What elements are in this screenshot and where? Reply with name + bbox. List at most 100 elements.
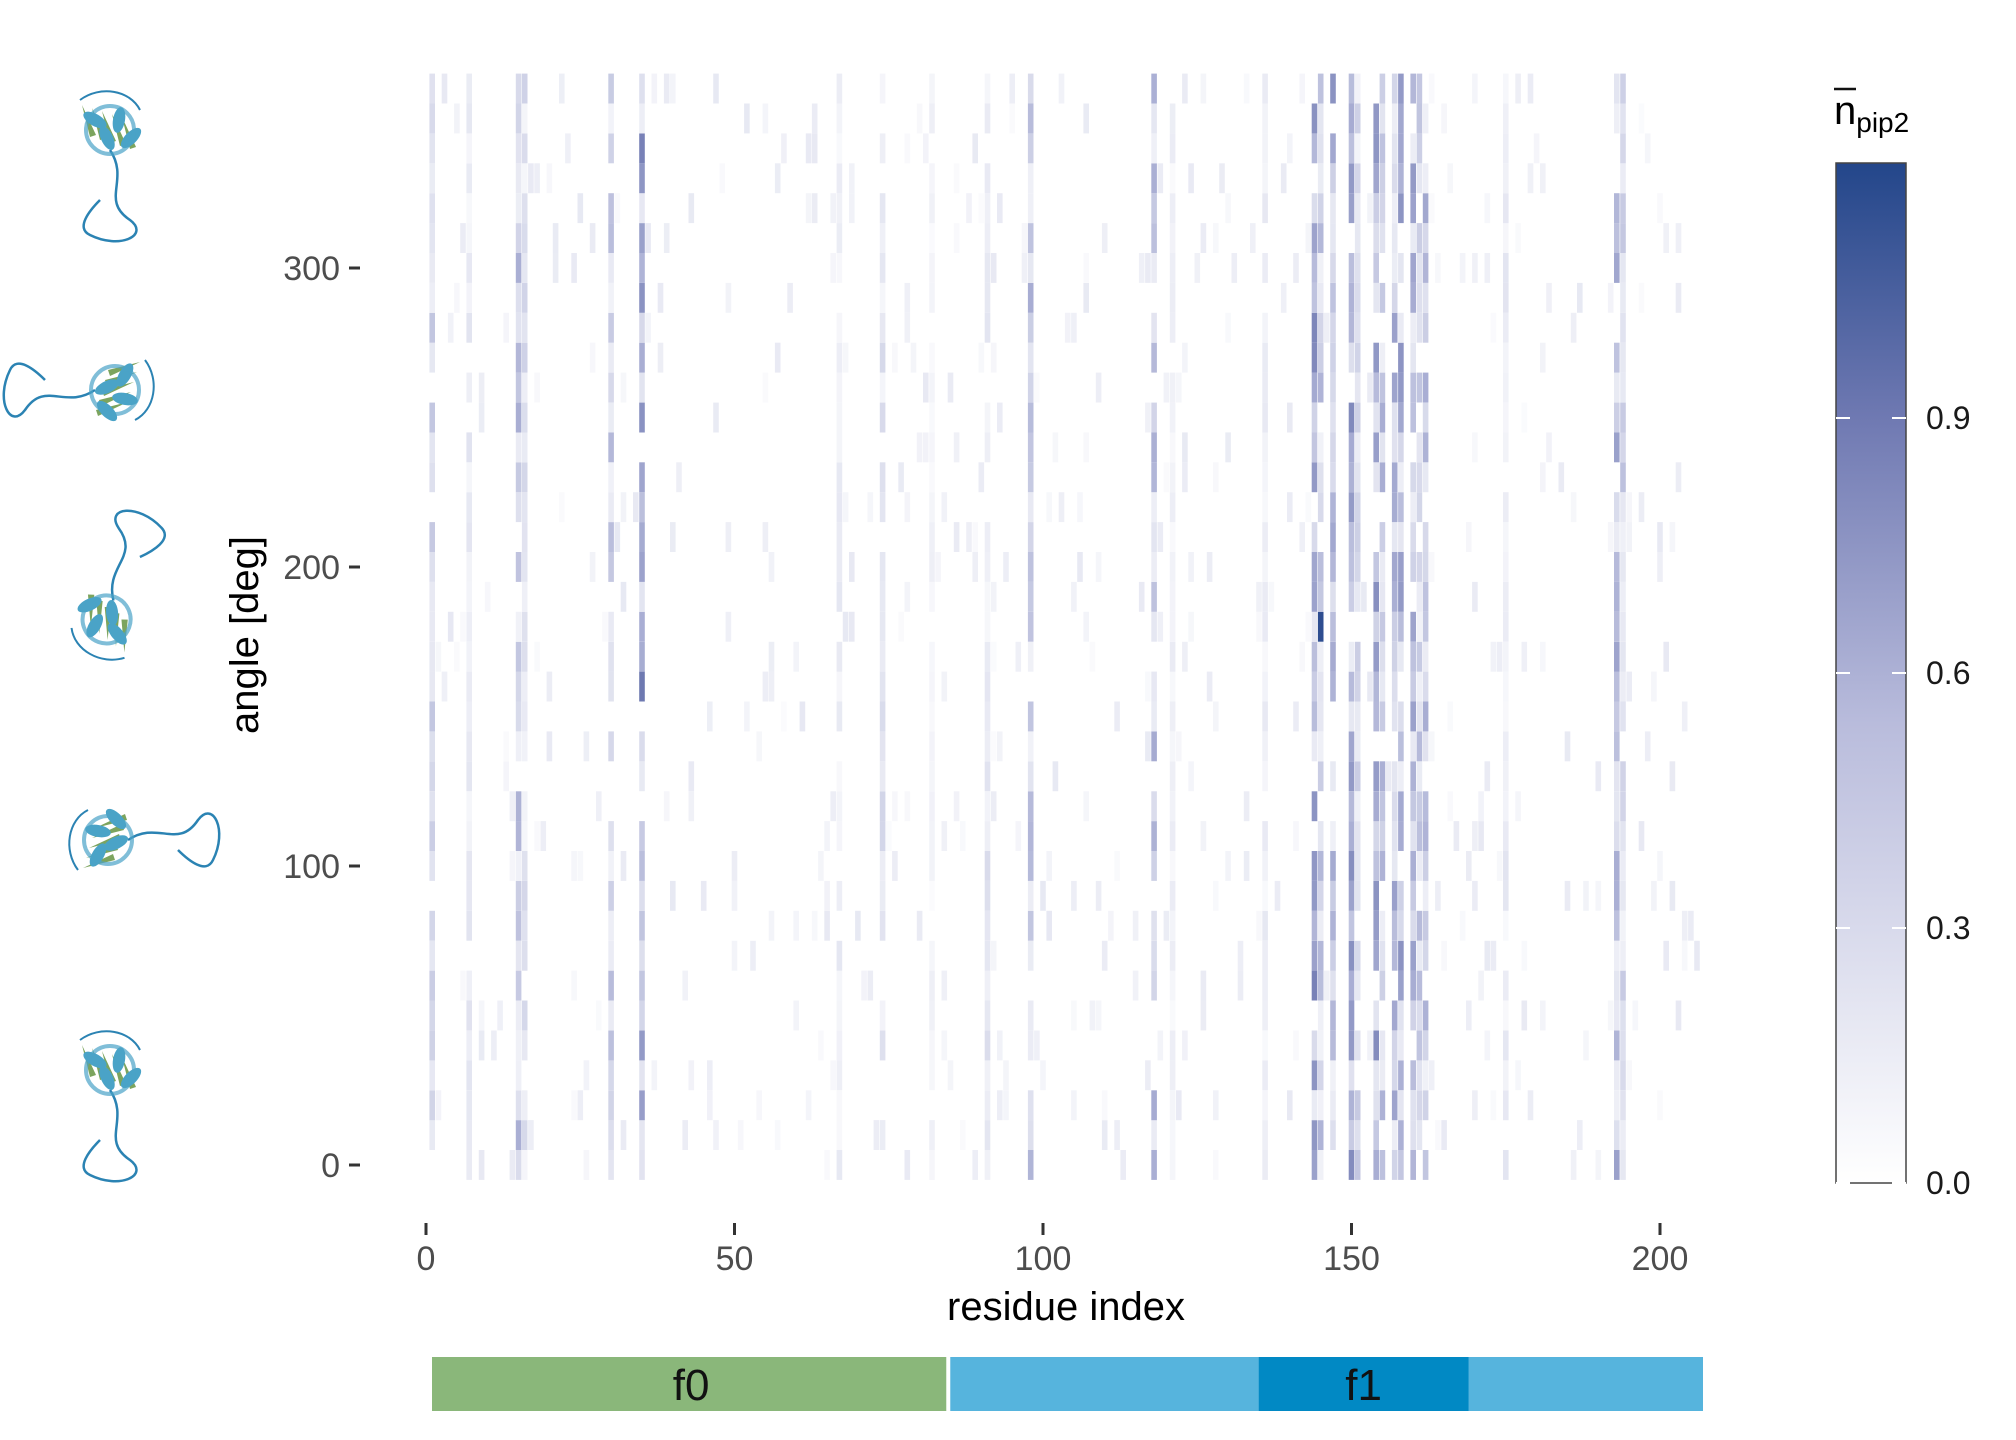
heatmap-cell (1373, 851, 1379, 881)
heatmap-cell (1373, 402, 1379, 433)
heatmap-cell (1675, 282, 1682, 313)
heatmap-cell (608, 1000, 614, 1031)
heatmap-cell (466, 73, 472, 104)
heatmap-cell (929, 701, 935, 732)
heatmap-cell (879, 791, 886, 822)
heatmap-cell (1379, 402, 1386, 433)
heatmap-cell (521, 163, 528, 194)
heatmap-cell (1373, 1090, 1379, 1121)
heatmap-cell (1373, 1150, 1379, 1180)
heatmap-cell (1484, 1030, 1491, 1061)
heatmap-cell (639, 163, 645, 194)
heatmap-cell (1169, 1150, 1176, 1180)
heatmap-cell (515, 103, 522, 134)
heatmap-cell (429, 821, 435, 851)
heatmap-cell (1379, 581, 1386, 612)
heatmap-cell (855, 910, 861, 941)
heatmap-cell (466, 223, 472, 253)
heatmap-cell (1305, 223, 1312, 253)
heatmap-cell (1503, 761, 1509, 792)
heatmap-cell (1416, 462, 1423, 493)
heatmap-cell (1435, 1120, 1441, 1150)
heatmap-cell (1330, 910, 1336, 941)
heatmap-cell (1027, 402, 1034, 433)
heatmap-cell (620, 851, 627, 881)
heatmap-cell (1398, 581, 1404, 612)
heatmap-cell (1391, 851, 1398, 881)
heatmap-cell (1305, 611, 1312, 642)
heatmap-cell (1416, 552, 1423, 582)
heatmap-cell (1422, 193, 1429, 224)
heatmap-cell (1317, 851, 1324, 881)
heatmap-cell (515, 432, 522, 463)
heatmap-cell (1311, 791, 1318, 822)
heatmap-cell (608, 671, 614, 702)
heatmap-cell (1410, 282, 1416, 313)
heatmap-cell (984, 1150, 991, 1180)
heatmap-cell (546, 731, 553, 762)
heatmap-cell (1151, 910, 1157, 941)
heatmap-cell (1503, 133, 1509, 164)
heatmap-cell (811, 133, 818, 164)
heatmap-cell (1398, 342, 1404, 373)
heatmap-cell (1620, 312, 1626, 343)
heatmap-cell (1046, 492, 1052, 523)
heatmap-cell (1262, 342, 1268, 373)
heatmap-cell (1410, 1120, 1416, 1150)
heatmap-cell (515, 880, 522, 911)
heatmap-cell (1274, 880, 1281, 911)
heatmap-cell (1521, 1000, 1528, 1031)
heatmap-cell (1503, 821, 1509, 851)
heatmap-cell (1391, 133, 1398, 164)
heatmap-cell (836, 312, 843, 343)
heatmap-cell (1398, 910, 1404, 941)
heatmap-cell (1354, 372, 1361, 403)
heatmap-cell (984, 73, 991, 104)
heatmap-cell (1373, 1120, 1379, 1150)
heatmap-cell (929, 940, 935, 971)
heatmap-cell (608, 312, 614, 343)
heatmap-cell (1169, 253, 1176, 283)
heatmap-cell (1620, 1150, 1626, 1180)
heatmap-cell (1503, 611, 1509, 642)
heatmap-cell (1151, 611, 1157, 642)
heatmap-cell (1151, 851, 1157, 881)
heatmap-cell (1416, 432, 1423, 463)
heatmap-cell (713, 402, 719, 433)
heatmap-cell (725, 611, 732, 642)
heatmap-cell (688, 193, 695, 224)
heatmap-cell (1163, 462, 1170, 493)
heatmap-cell (1410, 1060, 1416, 1091)
heatmap-cell (515, 671, 522, 702)
heatmap-cell (867, 492, 874, 523)
heatmap-cell (602, 611, 608, 642)
heatmap-cell (429, 103, 435, 134)
heatmap-cell (1422, 253, 1429, 283)
heatmap-cell (990, 641, 997, 672)
heatmap-cell (1213, 1090, 1219, 1121)
heatmap-cell (1620, 1000, 1626, 1031)
heatmap-cell (793, 1000, 799, 1031)
heatmap-cell (984, 731, 991, 762)
heatmap-cell (1620, 73, 1626, 104)
heatmap-cell (1398, 432, 1404, 463)
heatmap-cell (1373, 1000, 1379, 1031)
heatmap-cell (805, 133, 812, 164)
heatmap-cell (811, 103, 818, 134)
heatmap-cell (1151, 731, 1157, 762)
heatmap-cell (1644, 731, 1651, 762)
heatmap-cell (1657, 851, 1663, 881)
heatmap-cell (978, 462, 985, 493)
heatmap-cell (1354, 1150, 1361, 1180)
heatmap-cell (1416, 761, 1423, 792)
heatmap-cell (1620, 282, 1626, 313)
heatmap-cell (1410, 223, 1416, 253)
heatmap-cell (1305, 492, 1312, 523)
heatmap-cell (1391, 761, 1398, 792)
heatmap-cell (1101, 1120, 1108, 1150)
heatmap-cell (1354, 701, 1361, 732)
heatmap-cell (1373, 940, 1379, 971)
heatmap-cell (774, 163, 781, 194)
heatmap-cell (466, 970, 472, 1001)
